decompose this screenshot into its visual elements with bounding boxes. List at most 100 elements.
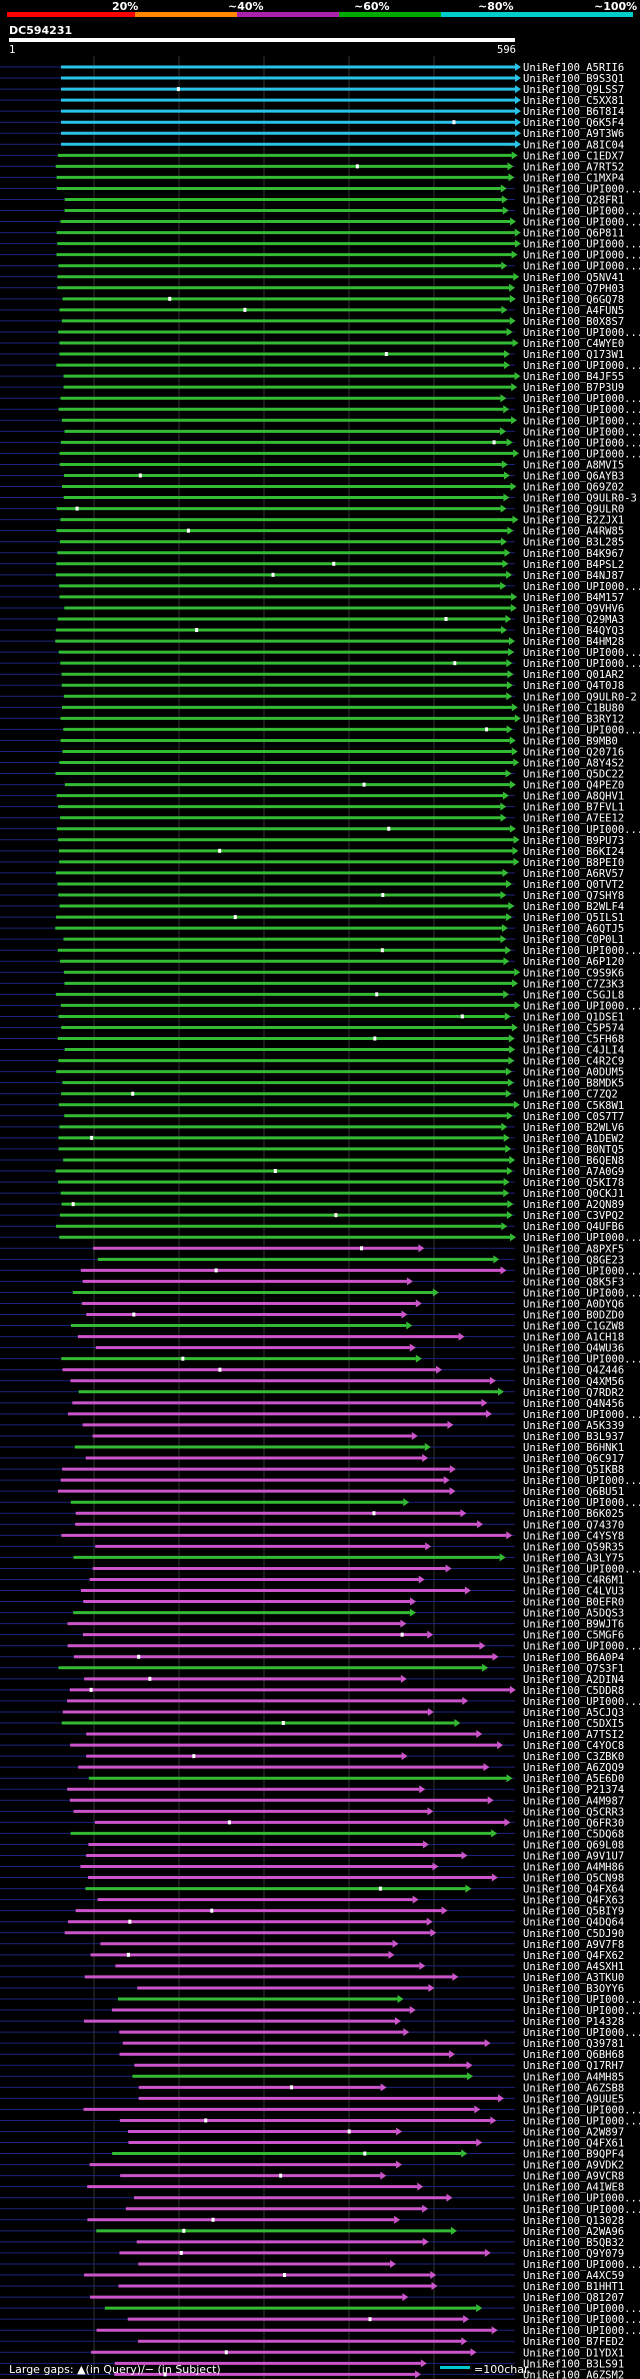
hit-label: UniRef100_Q6GQ78 <box>523 294 624 306</box>
hit-arrow <box>508 648 515 657</box>
hit-label: UniRef100_UPI000... <box>523 2259 640 2271</box>
hit-label: UniRef100_UPI000... <box>523 1354 640 1366</box>
hit-arrow <box>503 493 510 502</box>
gap-marker <box>131 1091 135 1096</box>
hit-label: UniRef100_Q6BH68 <box>523 2049 624 2061</box>
hit-label: UniRef100_UPI000... <box>523 1475 640 1487</box>
hit-label: UniRef100_C7Z3K3 <box>523 978 624 990</box>
hit-label: UniRef100_UPI000... <box>523 1000 640 1012</box>
hit-label: UniRef100_UPI000... <box>523 239 640 251</box>
hit-arrow <box>505 1144 512 1153</box>
hit-label: UniRef100_A5CJQ3 <box>523 1707 624 1719</box>
hit-label: UniRef100_A4M987 <box>523 1795 624 1807</box>
hit-label: UniRef100_UPI000... <box>523 2005 640 2017</box>
hit-arrow <box>394 2215 401 2224</box>
hit-arrow <box>505 1089 512 1098</box>
hit-arrow <box>446 2193 453 2202</box>
hit-label: UniRef100_B2WLF4 <box>523 901 624 913</box>
hit-label: UniRef100_Q4T0J8 <box>523 680 624 692</box>
legend-color-60 <box>237 12 339 17</box>
hit-label: UniRef100_UPI000... <box>523 437 640 449</box>
hit-arrow <box>510 217 517 226</box>
hit-arrow <box>418 1244 425 1253</box>
hit-label: UniRef100_Q5DC22 <box>523 769 624 781</box>
hit-arrow <box>515 118 521 127</box>
gap-marker <box>204 2118 208 2123</box>
hit-label: UniRef100_Q5CRR3 <box>523 1806 624 1818</box>
hit-label: UniRef100_A7TSI2 <box>523 1729 624 1741</box>
hit-arrow <box>509 824 516 833</box>
hit-label: UniRef100_C4WYE0 <box>523 338 624 350</box>
hit-label: UniRef100_B2ZJX1 <box>523 515 624 527</box>
hit-arrow <box>511 250 518 259</box>
hit-arrow <box>501 1122 508 1131</box>
hit-label: UniRef100_A4MH86 <box>523 1862 624 1874</box>
hit-label: UniRef100_Q5BIY9 <box>523 1906 624 1918</box>
hit-label: UniRef100_C5P574 <box>523 1022 624 1034</box>
gap-marker <box>192 1754 196 1759</box>
hit-arrow <box>506 725 513 734</box>
gap-marker <box>279 2173 283 2178</box>
hit-arrow <box>514 372 521 381</box>
hit-label: UniRef100_C1EDX7 <box>523 150 624 162</box>
hit-label: UniRef100_B0NTQ5 <box>523 1144 624 1156</box>
hit-arrow <box>501 460 508 469</box>
hit-label: UniRef100_Q74370 <box>523 1519 624 1531</box>
hit-arrow <box>501 924 508 933</box>
hit-label: UniRef100_Q4Z446 <box>523 1365 624 1377</box>
hit-arrow <box>500 504 507 513</box>
hit-arrow <box>512 846 519 855</box>
hit-label: UniRef100_A8MVI5 <box>523 459 624 471</box>
hit-label: UniRef100_A1DEW2 <box>523 1133 624 1145</box>
hit-arrow <box>461 2149 468 2158</box>
hit-label: UniRef100_Q69L08 <box>523 1839 624 1851</box>
hit-label: UniRef100_Q59R35 <box>523 1541 624 1553</box>
hit-arrow <box>503 1189 510 1198</box>
hit-arrow <box>430 1928 437 1937</box>
hit-arrow <box>489 1376 496 1385</box>
hit-arrow <box>514 968 521 977</box>
hit-arrow <box>509 637 516 646</box>
hit-arrow <box>512 979 519 988</box>
hit-label: UniRef100_B1HHT1 <box>523 2281 624 2293</box>
hit-arrow <box>509 316 516 325</box>
hit-arrow <box>502 868 509 877</box>
hit-label: UniRef100_A4SXH1 <box>523 1961 624 1973</box>
gap-marker <box>363 2151 367 2156</box>
hit-label: UniRef100_B4M157 <box>523 592 624 604</box>
hit-label: UniRef100_A6QTJ5 <box>523 923 624 935</box>
hit-arrow <box>484 2248 491 2257</box>
hit-label: UniRef100_UPI000... <box>523 1409 640 1421</box>
hit-label: UniRef100_A2DIN4 <box>523 1674 624 1686</box>
gap-marker <box>334 1213 338 1218</box>
hit-label: UniRef100_B4QYQ3 <box>523 625 624 637</box>
hit-label: UniRef100_A7A0G9 <box>523 1166 624 1178</box>
hit-arrow <box>422 2237 429 2246</box>
hit-arrow <box>409 2006 416 2015</box>
gap-marker <box>227 1820 231 1825</box>
hit-arrow <box>465 1884 472 1893</box>
hit-arrow <box>449 2050 456 2059</box>
hit-arrow <box>443 1476 450 1485</box>
gap-marker <box>214 1268 218 1273</box>
hit-arrow <box>503 791 510 800</box>
hit-label: UniRef100_A7RT52 <box>523 161 624 173</box>
hit-arrow <box>485 1409 492 1418</box>
hit-label: UniRef100_Q9ULR0-2 <box>523 691 637 703</box>
hit-arrow <box>403 1498 410 1507</box>
gap-marker <box>233 915 237 920</box>
hit-label: UniRef100_B9MB0 <box>523 735 618 747</box>
gap-marker <box>126 1952 130 1957</box>
hit-label: UniRef100_UPI000... <box>523 183 640 195</box>
hit-label: UniRef100_UPI000... <box>523 426 640 438</box>
gap-marker <box>384 352 388 357</box>
hit-label: UniRef100_Q69Z02 <box>523 482 624 494</box>
hit-label: UniRef100_Q5KI78 <box>523 1177 624 1189</box>
hit-arrow <box>422 2204 429 2213</box>
hit-arrow <box>403 2028 410 2037</box>
hit-arrow <box>503 471 510 480</box>
hit-label: UniRef100_Q6BU51 <box>523 1486 624 1498</box>
hit-arrow <box>460 1509 467 1518</box>
hit-arrow <box>498 2094 505 2103</box>
hit-label: UniRef100_Q6C917 <box>523 1453 624 1465</box>
